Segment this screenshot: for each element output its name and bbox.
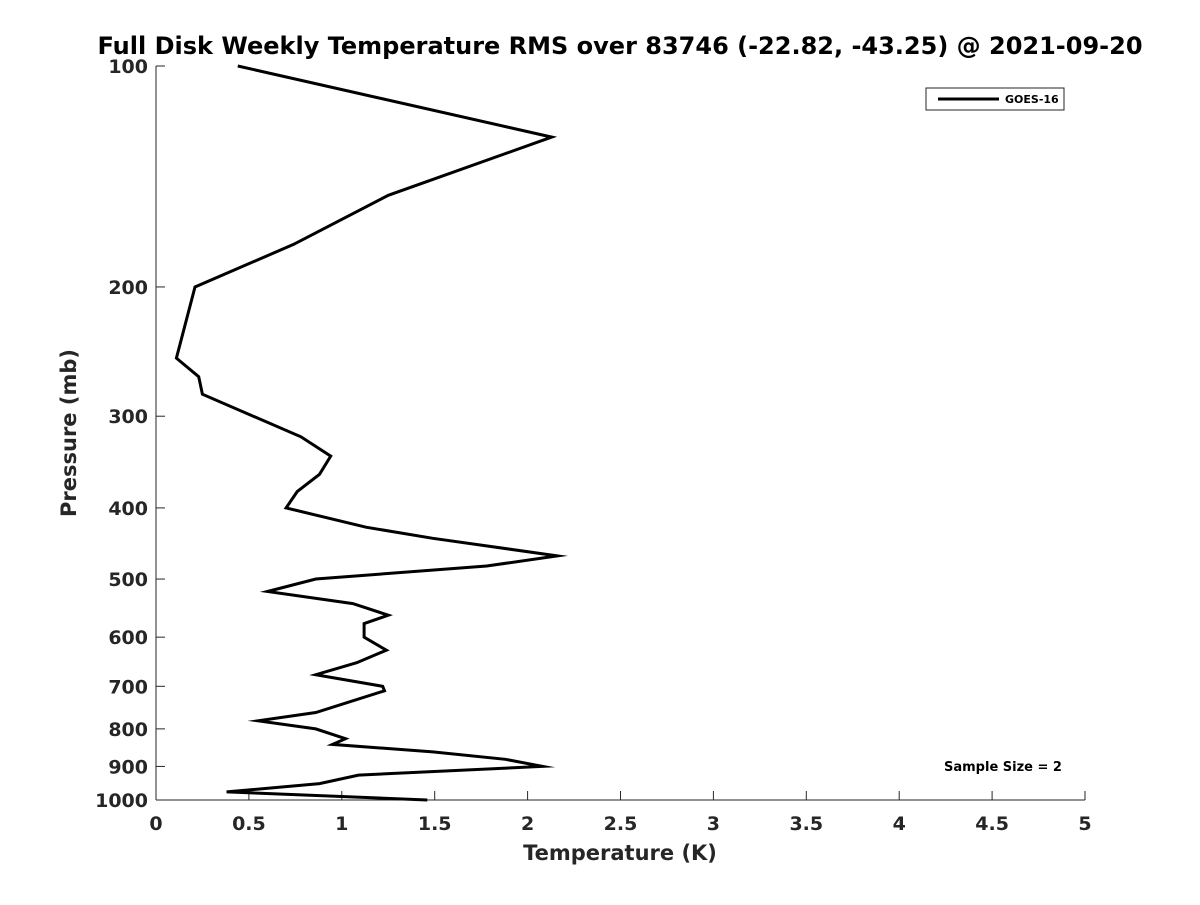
x-tick-label: 1.5 xyxy=(418,813,452,835)
series-point xyxy=(319,474,320,475)
legend-label: GOES-16 xyxy=(1005,93,1059,106)
series-point xyxy=(364,637,365,638)
series-point xyxy=(319,783,320,784)
x-tick-label: 0 xyxy=(149,813,162,835)
series-point xyxy=(382,686,383,687)
series-point xyxy=(293,244,294,245)
sample-size-annotation: Sample Size = 2 xyxy=(944,760,1062,775)
series-point xyxy=(551,137,552,138)
series-point xyxy=(198,376,199,377)
series-point xyxy=(432,538,433,539)
series-point xyxy=(315,728,316,729)
y-tick-label: 500 xyxy=(108,569,148,591)
series-point xyxy=(358,775,359,776)
series-point xyxy=(195,287,196,288)
x-axis-title: Temperature (K) xyxy=(523,841,717,865)
series-point xyxy=(427,800,428,801)
series-point xyxy=(315,674,316,675)
series-point xyxy=(300,436,301,437)
series-point xyxy=(386,650,387,651)
y-tick-label: 1000 xyxy=(95,790,148,812)
series-point xyxy=(388,615,389,616)
legend: GOES-16 xyxy=(925,87,1065,111)
series-point xyxy=(388,195,389,196)
series-layer xyxy=(174,64,568,802)
x-tick-label: 2.5 xyxy=(604,813,638,835)
series-point xyxy=(364,623,365,624)
series-point xyxy=(432,751,433,752)
series-point xyxy=(330,456,331,457)
series-point xyxy=(366,527,367,528)
series-point xyxy=(258,720,259,721)
series-point xyxy=(505,759,506,760)
axes: 0 0.5 1 1.5 2 2.5 3 3.5 4 4.5 5 100 200 300 400 500 600 7… xyxy=(95,56,1092,835)
series-point xyxy=(542,766,543,767)
x-tick-label: 4.5 xyxy=(975,813,1009,835)
chart-title: Full Disk Weekly Temperature RMS over 83… xyxy=(97,32,1142,60)
x-tick-label: 0.5 xyxy=(232,813,266,835)
series-point xyxy=(176,358,177,359)
y-tick-label: 300 xyxy=(108,406,148,428)
y-tick-label: 100 xyxy=(108,56,148,78)
series-point xyxy=(384,690,385,691)
x-tick-label: 5 xyxy=(1078,813,1091,835)
series-point xyxy=(332,744,333,745)
y-tick-label: 400 xyxy=(108,498,148,520)
series-point xyxy=(202,394,203,395)
x-tick-label: 3 xyxy=(707,813,720,835)
series-point xyxy=(486,566,487,567)
x-tick-label: 4 xyxy=(893,813,906,835)
y-tick-label: 900 xyxy=(108,756,148,778)
series-point xyxy=(297,491,298,492)
series-point xyxy=(267,591,268,592)
series-point xyxy=(226,791,227,792)
y-tick-label: 800 xyxy=(108,719,148,741)
x-tick-label: 2 xyxy=(521,813,534,835)
series-point xyxy=(237,66,238,67)
x-tick-label: 3.5 xyxy=(789,813,823,835)
series-point xyxy=(286,507,287,508)
y-axis-title: Pressure (mb) xyxy=(57,349,81,517)
series-point xyxy=(345,738,346,739)
series-point xyxy=(352,603,353,604)
x-tick-label: 1 xyxy=(335,813,348,835)
y-tick-label: 200 xyxy=(108,277,148,299)
series-point xyxy=(315,712,316,713)
series-point xyxy=(356,662,357,663)
y-tick-label: 600 xyxy=(108,627,148,649)
series-point xyxy=(315,579,316,580)
y-tick-label: 700 xyxy=(108,676,148,698)
series-line-0 xyxy=(174,64,568,802)
series-point xyxy=(557,555,558,556)
